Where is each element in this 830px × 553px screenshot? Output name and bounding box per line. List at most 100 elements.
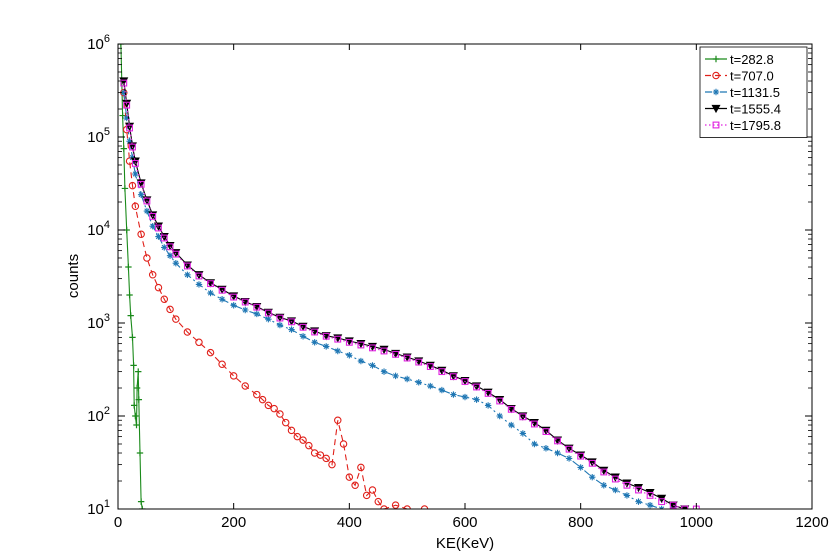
y-tick-label: 105 <box>87 126 110 146</box>
data-point <box>137 230 145 239</box>
data-point <box>253 303 261 311</box>
data-point <box>128 181 137 190</box>
data-point <box>252 303 262 312</box>
series-3 <box>120 89 677 509</box>
data-point <box>646 501 654 509</box>
data-point <box>131 159 139 167</box>
data-point <box>554 449 561 457</box>
data-point <box>120 145 127 152</box>
data-point <box>322 332 330 340</box>
data-point <box>218 286 226 294</box>
data-point <box>131 202 140 211</box>
y-tick-exp: 4 <box>104 219 110 231</box>
x-tick-label: 600 <box>452 514 477 531</box>
data-point <box>299 436 307 444</box>
data-point <box>218 360 226 369</box>
data-point <box>230 302 237 309</box>
x-tick-label: 1000 <box>680 514 713 531</box>
data-point <box>612 486 619 494</box>
data-point <box>426 363 434 371</box>
data-point <box>374 497 382 506</box>
data-point <box>195 338 203 347</box>
data-point <box>600 482 607 489</box>
data-point <box>155 233 162 240</box>
legend-marker <box>712 55 720 63</box>
data-point <box>121 185 129 192</box>
data-point <box>623 481 631 489</box>
data-point <box>118 44 125 48</box>
data-point <box>450 391 457 398</box>
data-point <box>281 418 290 427</box>
x-tick-label: 0 <box>114 514 122 531</box>
y-tick-base: 10 <box>87 408 104 425</box>
data-point <box>133 421 140 429</box>
legend-marker <box>712 121 720 129</box>
data-point <box>542 445 550 452</box>
data-point <box>230 293 238 301</box>
data-point <box>172 250 180 258</box>
data-point <box>506 405 516 414</box>
data-point <box>530 420 538 428</box>
data-point <box>154 283 163 292</box>
x-axis-label: KE(KeV) <box>436 535 494 552</box>
y-tick-exp: 5 <box>104 126 110 138</box>
data-point <box>241 382 249 390</box>
data-point <box>542 428 550 436</box>
data-point <box>623 492 631 499</box>
data-point <box>132 170 139 178</box>
data-point <box>172 259 180 267</box>
data-point <box>299 323 307 331</box>
data-point <box>130 157 140 166</box>
x-axis: 0 200 400 600 800 1000 1200 <box>114 44 829 531</box>
data-point <box>143 207 151 215</box>
data-point <box>345 338 353 346</box>
data-point <box>265 315 272 323</box>
plot-area <box>118 44 812 509</box>
data-point <box>135 368 142 375</box>
legend-label: t=282.8 <box>730 52 774 67</box>
data-point <box>357 357 365 365</box>
data-point <box>149 212 157 220</box>
data-point <box>622 479 632 488</box>
data-point <box>264 309 272 317</box>
data-point <box>155 224 162 232</box>
legend-marker <box>712 88 720 96</box>
data-point <box>161 244 168 251</box>
data-point <box>129 143 136 151</box>
data-point <box>148 271 157 279</box>
data-point <box>206 279 216 288</box>
data-point <box>588 459 596 467</box>
data-point <box>508 421 515 429</box>
x-tick-label: 800 <box>568 514 593 531</box>
data-point <box>484 389 492 397</box>
series-line <box>123 92 425 509</box>
data-point <box>126 124 133 132</box>
y-tick-base: 10 <box>87 222 104 239</box>
data-point <box>334 347 341 355</box>
y-tick-label: 103 <box>87 312 110 332</box>
data-point <box>166 243 174 251</box>
data-point <box>669 501 677 509</box>
legend-marker <box>711 104 721 114</box>
data-point <box>240 297 250 307</box>
data-point <box>369 362 376 369</box>
data-point <box>127 312 134 319</box>
data-point <box>207 289 214 297</box>
data-point <box>125 263 132 271</box>
data-point <box>288 318 295 326</box>
data-point <box>600 468 608 476</box>
y-axis-label: counts <box>65 254 82 298</box>
x-tick-label: 200 <box>221 514 246 531</box>
data-point <box>149 222 156 230</box>
data-point <box>183 262 191 270</box>
data-point <box>311 328 319 336</box>
data-point <box>391 501 400 509</box>
data-point <box>415 358 423 366</box>
data-point <box>166 252 174 259</box>
data-point <box>123 114 130 122</box>
data-point <box>633 483 644 493</box>
data-point <box>646 491 654 499</box>
data-point <box>129 334 136 341</box>
